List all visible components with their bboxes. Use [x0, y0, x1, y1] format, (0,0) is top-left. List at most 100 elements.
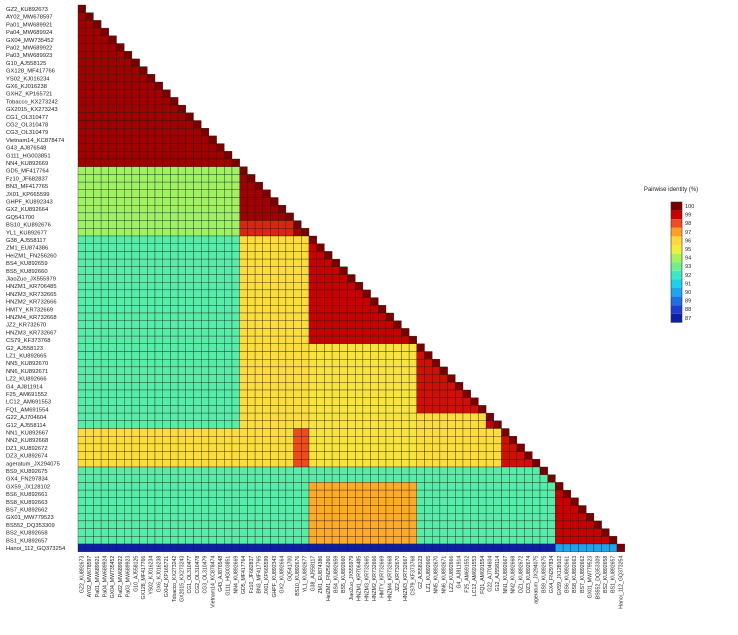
heatmap-cell — [131, 513, 140, 522]
heatmap-cell — [131, 128, 140, 137]
heatmap-cell — [478, 405, 487, 414]
heatmap-cell — [254, 405, 263, 414]
heatmap-cell — [85, 282, 94, 291]
heatmap-cell — [154, 174, 163, 183]
row-label: HeiZM1_FN256260 — [6, 253, 57, 259]
heatmap-cell — [193, 489, 202, 498]
heatmap-cell — [324, 343, 333, 352]
heatmap-cell — [77, 112, 86, 121]
heatmap-cell — [124, 97, 133, 106]
row-label: HNZM2_KR732666 — [6, 300, 57, 306]
heatmap-cell — [131, 66, 140, 75]
heatmap-cell — [270, 235, 279, 244]
heatmap-cell — [416, 466, 425, 475]
heatmap-cell — [401, 389, 410, 398]
heatmap-cell — [432, 366, 441, 375]
heatmap-cell — [462, 397, 471, 406]
heatmap-cell — [177, 212, 186, 221]
heatmap-cell — [162, 474, 171, 483]
heatmap-cell — [162, 335, 171, 344]
heatmap-cell — [239, 289, 248, 298]
heatmap-cell — [393, 320, 402, 329]
heatmap-cell — [185, 135, 194, 144]
heatmap-cell — [116, 143, 125, 152]
heatmap-cell — [439, 420, 448, 429]
heatmap-cell — [216, 243, 225, 252]
heatmap-cell — [555, 513, 564, 522]
heatmap-cell — [224, 397, 233, 406]
heatmap-cell — [347, 289, 356, 298]
heatmap-cell — [393, 459, 402, 468]
heatmap-cell — [147, 104, 156, 113]
heatmap-cell — [131, 189, 140, 198]
heatmap-cell — [100, 305, 109, 314]
heatmap-cell — [355, 382, 364, 391]
heatmap-cell — [355, 289, 364, 298]
column-label: G10_AJ558125 — [133, 556, 139, 592]
heatmap-cell — [324, 543, 333, 552]
heatmap-cell — [470, 443, 479, 452]
heatmap-cell — [147, 112, 156, 121]
heatmap-cell — [170, 305, 179, 314]
heatmap-cell — [278, 335, 287, 344]
heatmap-cell — [247, 212, 256, 221]
heatmap-cell — [224, 258, 233, 267]
heatmap-cell — [262, 536, 271, 545]
heatmap-cell — [208, 243, 217, 252]
heatmap-cell — [532, 474, 541, 483]
heatmap-cell — [378, 335, 387, 344]
legend-swatch — [671, 279, 682, 288]
heatmap-cell — [254, 420, 263, 429]
heatmap-cell — [147, 128, 156, 137]
heatmap-cell — [447, 474, 456, 483]
heatmap-cell — [131, 120, 140, 129]
heatmap-cell — [239, 520, 248, 529]
heatmap-cell — [532, 528, 541, 537]
heatmap-cell — [85, 397, 94, 406]
heatmap-cell — [285, 235, 294, 244]
heatmap-cell — [247, 205, 256, 214]
heatmap-cell — [216, 428, 225, 437]
heatmap-cell — [93, 104, 102, 113]
column-label: CG3_OL310479 — [203, 556, 209, 594]
heatmap-cell — [216, 274, 225, 283]
heatmap-cell — [93, 312, 102, 321]
heatmap-cell — [270, 443, 279, 452]
heatmap-cell — [108, 120, 117, 129]
heatmap-cell — [93, 466, 102, 475]
heatmap-cell — [278, 543, 287, 552]
heatmap-cell — [147, 443, 156, 452]
heatmap-cell — [416, 343, 425, 352]
heatmap-cell — [247, 489, 256, 498]
heatmap-cell — [108, 436, 117, 445]
heatmap-cell — [177, 482, 186, 491]
heatmap-cell — [108, 312, 117, 321]
heatmap-cell — [447, 466, 456, 475]
heatmap-cell — [316, 351, 325, 360]
heatmap-cell — [147, 282, 156, 291]
heatmap-cell — [177, 536, 186, 545]
heatmap-cell — [385, 451, 394, 460]
heatmap-cell — [193, 351, 202, 360]
heatmap-cell — [162, 243, 171, 252]
heatmap-cell — [77, 243, 86, 252]
heatmap-cell — [124, 520, 133, 529]
heatmap-cell — [378, 505, 387, 514]
heatmap-cell — [462, 489, 471, 498]
heatmap-cell — [347, 428, 356, 437]
column-label: GZ2_KU892673 — [79, 556, 85, 594]
heatmap-cell — [432, 436, 441, 445]
heatmap-cell — [185, 359, 194, 368]
heatmap-cell — [324, 258, 333, 267]
heatmap-cell — [131, 74, 140, 83]
heatmap-cell — [324, 320, 333, 329]
heatmap-cell — [185, 289, 194, 298]
heatmap-cell — [262, 451, 271, 460]
heatmap-cell — [154, 258, 163, 267]
heatmap-cell — [131, 366, 140, 375]
heatmap-cell — [85, 420, 94, 429]
heatmap-cell — [201, 189, 210, 198]
heatmap-cell — [170, 343, 179, 352]
heatmap-cell — [285, 335, 294, 344]
heatmap-cell — [254, 536, 263, 545]
